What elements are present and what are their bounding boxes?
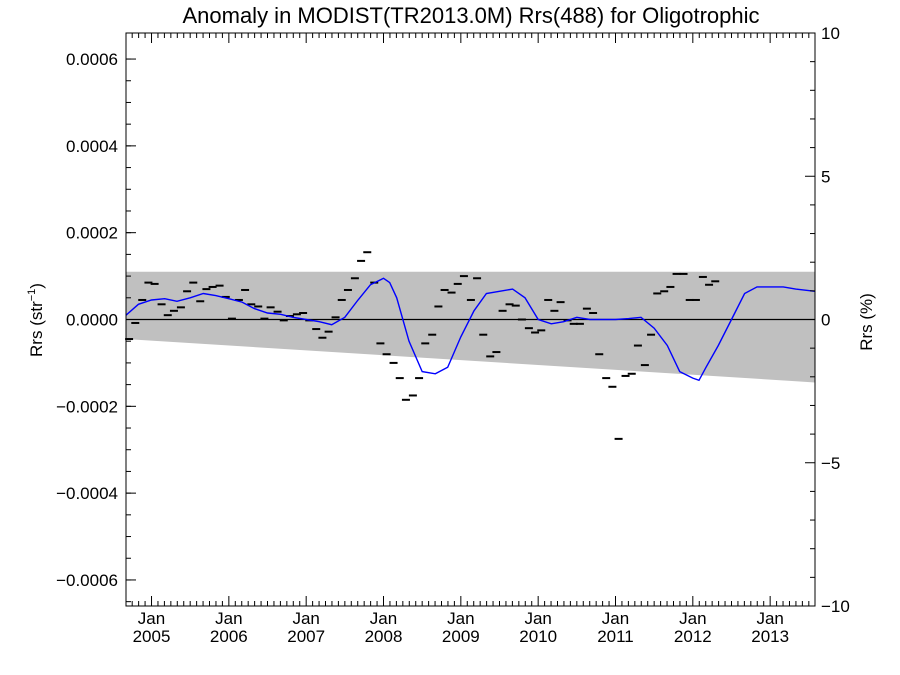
y-tick-label-left: −0.0006 (56, 571, 118, 590)
uncertainty-band (126, 271, 815, 383)
y-tick-label-left: −0.0004 (56, 484, 118, 503)
monthly-anomaly-points (125, 251, 720, 440)
x-tick-label-year: 2012 (674, 627, 712, 646)
x-tick-label-year: 2011 (597, 627, 634, 646)
y-axis-label-left: Rrs (str−1) (26, 283, 46, 357)
y-tick-label-right: 5 (821, 167, 830, 186)
y-tick-label-left: 0.0002 (66, 224, 118, 243)
x-tick-label-year: 2007 (287, 627, 325, 646)
x-tick-label-month: Jan (524, 609, 551, 628)
x-tick-label-month: Jan (679, 609, 706, 628)
x-tick-label-year: 2005 (133, 627, 171, 646)
plot-axes: 0.0006 0.0004 0.0002 0.0000 −0.0002 −0.0004 −0… (56, 24, 850, 646)
y-tick-label-left: 0.0000 (66, 311, 118, 330)
x-tick-label-year: 2006 (210, 627, 248, 646)
x-tick-label-month: Jan (138, 609, 165, 628)
x-tick-label-month: Jan (292, 609, 319, 628)
y-tick-label-right: −10 (821, 597, 850, 616)
y-axis-label-right: Rrs (%) (857, 293, 876, 351)
uncertainty-band-area (126, 271, 815, 383)
y-tick-label-right: −5 (821, 454, 840, 473)
x-tick-label-month: Jan (602, 609, 629, 628)
x-tick-label-month: Jan (215, 609, 242, 628)
y-tick-label-left: 0.0006 (66, 50, 118, 69)
x-tick-label-year: 2008 (365, 627, 403, 646)
x-tick-label-year: 2009 (442, 627, 480, 646)
x-tick-label-year: 2013 (751, 627, 789, 646)
x-tick-label-month: Jan (370, 609, 397, 628)
x-tick-label-year: 2010 (519, 627, 557, 646)
x-tick-label-month: Jan (756, 609, 783, 628)
y-tick-label-left: 0.0004 (66, 137, 118, 156)
y-tick-label-right: 0 (821, 311, 830, 330)
x-tick-label-month: Jan (447, 609, 474, 628)
smoothed-anomaly-line (125, 277, 816, 382)
chart-title: Anomaly in MODIST(TR2013.0M) Rrs(488) fo… (182, 3, 759, 28)
y-tick-label-left: −0.0002 (56, 397, 118, 416)
y-tick-label-right: 10 (821, 24, 840, 43)
